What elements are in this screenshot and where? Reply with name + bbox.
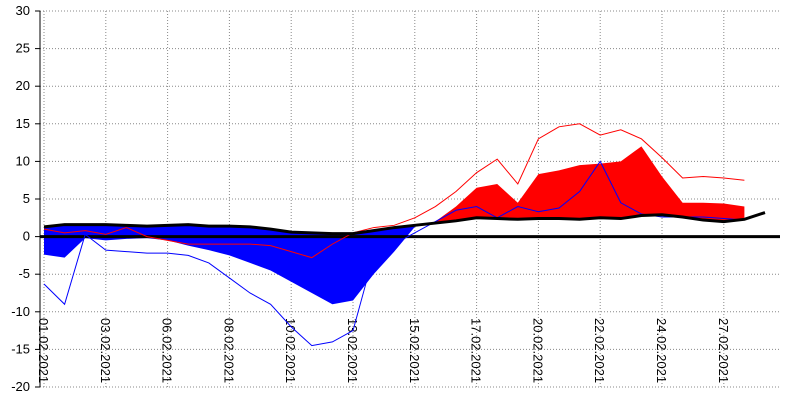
y-tick-label: 0 [23,229,30,244]
y-tick-label: -10 [11,304,30,319]
area-above [44,146,745,234]
y-tick-label: -20 [11,379,30,394]
x-tick-label: 03.02.2021 [98,318,113,383]
y-tick-label: -15 [11,341,30,356]
y-tick-label: 15 [16,116,30,131]
x-tick-label: 01.02.2021 [36,318,51,383]
line [43,123,745,259]
x-tick-label: 08.02.2021 [221,318,236,383]
y-tick-label: 10 [16,153,30,168]
thick-line [43,211,766,236]
x-tick-label: 24.02.2021 [654,318,669,383]
y-tick-label: 30 [16,3,30,18]
x-tick-label: 13.02.2021 [345,318,360,383]
x-tick-label: 10.02.2021 [283,318,298,383]
x-tick-label: 22.02.2021 [592,318,607,383]
y-tick-label: 5 [23,191,30,206]
y-tick-label: 25 [16,41,30,56]
x-tick-label: 17.02.2021 [469,318,484,383]
line [43,160,745,347]
x-tick-label: 06.02.2021 [160,318,175,383]
y-tick-label: 20 [16,78,30,93]
x-tick-label: 20.02.2021 [530,318,545,383]
x-tick-label: 27.02.2021 [716,318,731,383]
y-tick-label: -5 [18,266,30,281]
x-tick-label: 15.02.2021 [407,318,422,383]
